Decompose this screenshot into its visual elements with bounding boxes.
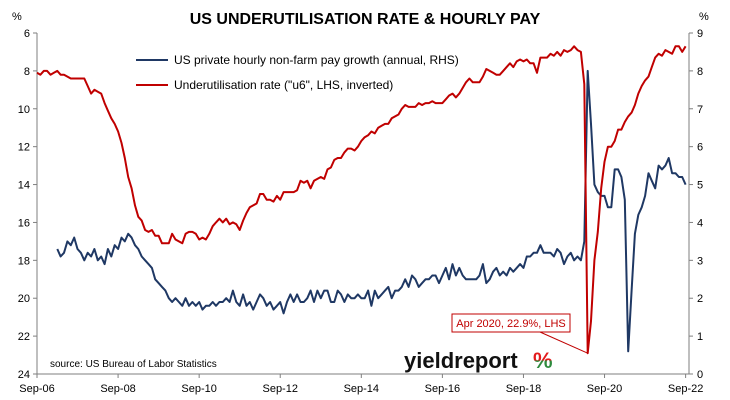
series-line-pay-growth <box>56 69 687 353</box>
right-tick-label: 7 <box>697 104 703 116</box>
legend-label-pay: US private hourly non-farm pay growth (a… <box>174 53 459 67</box>
left-tick-label: 18 <box>18 255 30 267</box>
left-tick-label: 22 <box>18 331 30 343</box>
left-tick-label: 10 <box>18 104 30 116</box>
left-tick-label: 14 <box>18 180 30 192</box>
brand-logo: yieldreport % <box>404 348 553 373</box>
x-tick-label: Sep-10 <box>181 383 216 395</box>
legend-label-u6: Underutilisation rate ("u6", LHS, invert… <box>174 78 393 92</box>
right-tick-label: 3 <box>697 255 703 267</box>
left-tick-label: 8 <box>24 66 30 78</box>
left-axis-unit: % <box>12 11 22 23</box>
left-tick-label: 24 <box>18 369 30 381</box>
right-tick-label: 6 <box>697 142 703 154</box>
right-tick-label: 8 <box>697 66 703 78</box>
left-tick-label: 20 <box>18 293 30 305</box>
source-note: source: US Bureau of Labor Statistics <box>50 359 217 370</box>
annotation: Apr 2020, 22.9%, LHS <box>451 313 588 354</box>
right-axis-unit: % <box>699 11 709 23</box>
brand-wordmark: yieldreport <box>404 348 518 373</box>
left-tick-label: 6 <box>24 28 30 40</box>
x-tick-label: Sep-08 <box>100 383 135 395</box>
chart-title: US UNDERUTILISATION RATE & HOURLY PAY <box>190 11 541 28</box>
annotation-text: Apr 2020, 22.9%, LHS <box>456 318 565 330</box>
x-tick-label: Sep-06 <box>19 383 54 395</box>
right-tick-label: 4 <box>697 217 703 229</box>
x-tick-label: Sep-14 <box>344 383 379 395</box>
right-tick-label: 5 <box>697 180 703 192</box>
x-tick-label: Sep-12 <box>262 383 297 395</box>
right-tick-label: 0 <box>697 369 703 381</box>
x-tick-label: Sep-16 <box>425 383 460 395</box>
right-tick-label: 1 <box>697 331 703 343</box>
right-tick-label: 2 <box>697 293 703 305</box>
x-tick-label: Sep-18 <box>506 383 541 395</box>
series-layer <box>36 45 687 355</box>
annotation-box <box>451 313 571 333</box>
annotation-leader <box>539 331 588 354</box>
left-tick-label: 16 <box>18 217 30 229</box>
right-tick-label: 9 <box>697 28 703 40</box>
legend: US private hourly non-farm pay growth (a… <box>136 53 459 92</box>
left-tick-label: 12 <box>18 142 30 154</box>
brand-percent-icon: % <box>533 348 553 373</box>
x-tick-label: Sep-20 <box>587 383 622 395</box>
x-tick-label: Sep-22 <box>668 383 703 395</box>
series-line-u6 <box>36 45 687 355</box>
